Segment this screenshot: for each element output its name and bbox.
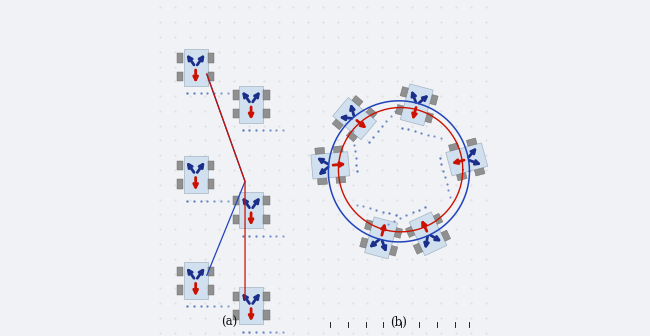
Polygon shape bbox=[208, 53, 214, 62]
Polygon shape bbox=[400, 87, 408, 97]
Polygon shape bbox=[317, 178, 328, 185]
Polygon shape bbox=[434, 213, 443, 224]
Polygon shape bbox=[208, 179, 214, 189]
Text: (a): (a) bbox=[221, 316, 237, 329]
Polygon shape bbox=[474, 168, 485, 176]
Polygon shape bbox=[395, 227, 402, 238]
Polygon shape bbox=[263, 310, 270, 320]
Polygon shape bbox=[208, 72, 214, 81]
Polygon shape bbox=[208, 285, 214, 294]
Polygon shape bbox=[359, 238, 368, 248]
Polygon shape bbox=[233, 90, 239, 100]
Polygon shape bbox=[365, 220, 372, 230]
Polygon shape bbox=[177, 72, 183, 81]
Polygon shape bbox=[315, 148, 325, 154]
Polygon shape bbox=[177, 161, 183, 170]
Text: (b): (b) bbox=[391, 316, 408, 329]
Polygon shape bbox=[413, 243, 423, 254]
Polygon shape bbox=[406, 226, 415, 238]
Polygon shape bbox=[395, 104, 404, 115]
Polygon shape bbox=[441, 230, 450, 241]
Polygon shape bbox=[233, 292, 239, 301]
Polygon shape bbox=[177, 53, 183, 62]
Polygon shape bbox=[177, 179, 183, 189]
Polygon shape bbox=[332, 119, 343, 130]
Polygon shape bbox=[389, 246, 398, 256]
Polygon shape bbox=[233, 196, 239, 206]
Polygon shape bbox=[333, 146, 343, 153]
Polygon shape bbox=[410, 212, 447, 256]
Polygon shape bbox=[239, 287, 263, 324]
Polygon shape bbox=[208, 267, 214, 276]
Polygon shape bbox=[466, 138, 477, 146]
Polygon shape bbox=[233, 109, 239, 118]
Polygon shape bbox=[430, 94, 438, 105]
Polygon shape bbox=[366, 108, 377, 118]
Polygon shape bbox=[183, 156, 208, 193]
Polygon shape bbox=[177, 267, 183, 276]
Polygon shape bbox=[263, 90, 270, 100]
Polygon shape bbox=[233, 215, 239, 224]
Polygon shape bbox=[233, 310, 239, 320]
Polygon shape bbox=[425, 113, 434, 123]
Polygon shape bbox=[448, 143, 459, 151]
Polygon shape bbox=[456, 173, 467, 181]
Polygon shape bbox=[365, 217, 398, 259]
Polygon shape bbox=[263, 109, 270, 118]
Polygon shape bbox=[336, 176, 346, 183]
Polygon shape bbox=[208, 161, 214, 170]
Polygon shape bbox=[183, 49, 208, 86]
Polygon shape bbox=[352, 95, 363, 106]
Polygon shape bbox=[177, 285, 183, 294]
Polygon shape bbox=[311, 152, 350, 179]
Polygon shape bbox=[183, 262, 208, 299]
Polygon shape bbox=[263, 215, 270, 224]
Polygon shape bbox=[239, 86, 263, 123]
Polygon shape bbox=[400, 84, 433, 126]
Polygon shape bbox=[239, 192, 263, 228]
Polygon shape bbox=[346, 131, 358, 142]
Polygon shape bbox=[333, 97, 376, 140]
Polygon shape bbox=[446, 143, 488, 176]
Polygon shape bbox=[263, 292, 270, 301]
Polygon shape bbox=[263, 196, 270, 206]
